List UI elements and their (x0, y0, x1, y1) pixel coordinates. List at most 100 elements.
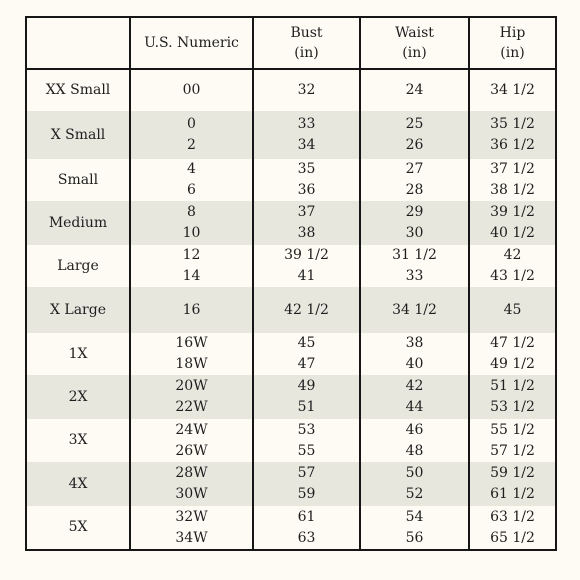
waist-cell: 54 56 (359, 506, 469, 550)
bust-cell: 57 59 (252, 462, 360, 506)
size-cell: Large (26, 245, 130, 287)
measurement-value: 36 1/2 (490, 137, 535, 153)
measurement-value: 38 (405, 335, 424, 351)
size-label: 2X (68, 388, 88, 405)
waist-cell: 31 1/2 33 (359, 245, 469, 287)
measurement-value: 00 (182, 82, 201, 98)
measurement-value: 36 (297, 182, 316, 198)
measurement-value: 33 (297, 116, 316, 132)
us-numeric-cell: 12 14 (129, 245, 253, 287)
us-numeric-cell: 28W 30W (129, 462, 253, 506)
size-chart-table: U.S. Numeric Bust (in) Waist (in) Hip (i… (25, 16, 557, 551)
measurement-value: 22W (175, 399, 208, 415)
hip-cell: 42 43 1/2 (468, 245, 556, 287)
measurement-value: 53 1/2 (490, 399, 535, 415)
us-numeric-cell: 00 (129, 69, 253, 111)
measurement-value: 44 (405, 399, 424, 415)
measurement-value: 38 1/2 (490, 182, 535, 198)
measurement-value: 27 (405, 161, 424, 177)
measurement-value: 35 1/2 (490, 116, 535, 132)
measurement-value: 47 (297, 356, 316, 372)
measurement-value: 14 (182, 268, 201, 284)
measurement-value: 4 (187, 161, 196, 177)
measurement-value: 51 (297, 399, 316, 415)
measurement-value: 18W (175, 356, 208, 372)
measurement-value: 55 (297, 442, 316, 459)
bust-cell: 32 (252, 69, 360, 111)
measurement-value: 42 (405, 378, 424, 394)
measurement-value: 50 (405, 465, 424, 481)
header-label: U.S. Numeric (144, 35, 239, 51)
measurement-value: 41 (297, 268, 316, 284)
measurement-value: 59 (297, 486, 316, 502)
bust-cell: 33 34 (252, 111, 360, 159)
size-label: X Small (50, 126, 106, 143)
measurement-value: 56 (405, 529, 424, 546)
header-label: Waist (395, 25, 434, 41)
measurement-value: 24 (405, 82, 424, 98)
table-row: X Large 16 42 1/2 34 1/2 45 (26, 287, 556, 333)
measurement-value: 57 1/2 (490, 442, 535, 459)
size-label: 3X (68, 432, 88, 448)
measurement-value: 40 1/2 (490, 225, 535, 241)
measurement-value: 28 (405, 182, 424, 198)
table-row: 4X 28W 30W 57 59 50 52 59 1/2 61 1/2 (26, 462, 556, 506)
table-row: 1X 16W 18W 45 47 38 40 47 1/2 49 1/2 (26, 333, 556, 375)
hip-cell: 34 1/2 (468, 69, 556, 111)
measurement-value: 53 (297, 421, 316, 438)
size-cell: 4X (26, 462, 130, 506)
size-label: XX Small (45, 82, 111, 98)
measurement-value: 47 1/2 (490, 335, 535, 351)
table-row: 3X 24W 26W 53 55 46 48 55 1/2 57 1/2 (26, 419, 556, 462)
measurement-value: 39 1/2 (490, 204, 535, 220)
size-label: 1X (68, 345, 88, 362)
measurement-value: 37 1/2 (490, 161, 535, 177)
us-numeric-cell: 8 10 (129, 201, 253, 245)
measurement-value: 54 (405, 508, 424, 525)
measurement-value: 57 (297, 465, 316, 481)
size-label: Medium (48, 214, 108, 231)
measurement-value: 48 (405, 442, 424, 459)
header-size-cell (26, 17, 130, 70)
header-us-numeric: U.S. Numeric (129, 17, 253, 70)
hip-cell: 45 (468, 287, 556, 333)
us-numeric-cell: 32W 34W (129, 506, 253, 550)
measurement-value: 61 1/2 (490, 486, 535, 502)
measurement-value: 63 (297, 529, 316, 546)
measurement-value: 31 1/2 (392, 247, 437, 263)
header-bust: Bust (in) (252, 17, 360, 70)
waist-cell: 50 52 (359, 462, 469, 506)
size-label: Small (57, 171, 99, 188)
waist-cell: 46 48 (359, 419, 469, 462)
bust-cell: 39 1/2 41 (252, 245, 360, 287)
measurement-value: 38 (297, 225, 316, 241)
bust-cell: 61 63 (252, 506, 360, 550)
table-row: Medium 8 10 37 38 29 30 39 1/2 40 1/2 (26, 201, 556, 245)
size-label: 4X (68, 475, 88, 492)
table-row: 5X 32W 34W 61 63 54 56 63 1/2 65 1/2 (26, 506, 556, 550)
measurement-value: 39 1/2 (284, 247, 329, 263)
measurement-value: 10 (182, 225, 201, 241)
header-unit: (in) (500, 45, 525, 61)
table-row: X Small 0 2 33 34 25 26 35 1/2 36 1/2 (26, 111, 556, 159)
size-cell: X Large (26, 287, 130, 333)
hip-cell: 39 1/2 40 1/2 (468, 201, 556, 245)
hip-cell: 59 1/2 61 1/2 (468, 462, 556, 506)
measurement-value: 32W (175, 508, 208, 525)
bust-cell: 53 55 (252, 419, 360, 462)
measurement-value: 12 (182, 247, 201, 263)
measurement-value: 33 (405, 268, 424, 284)
us-numeric-cell: 24W 26W (129, 419, 253, 462)
measurement-value: 49 (297, 378, 316, 394)
us-numeric-cell: 16W 18W (129, 333, 253, 375)
header-unit: (in) (402, 45, 427, 61)
bust-cell: 37 38 (252, 201, 360, 245)
waist-cell: 38 40 (359, 333, 469, 375)
measurement-value: 32 (297, 82, 316, 98)
measurement-value: 49 1/2 (490, 356, 535, 372)
measurement-value: 45 (297, 335, 316, 351)
bust-cell: 42 1/2 (252, 287, 360, 333)
table-row: XX Small 00 32 24 34 1/2 (26, 69, 556, 111)
